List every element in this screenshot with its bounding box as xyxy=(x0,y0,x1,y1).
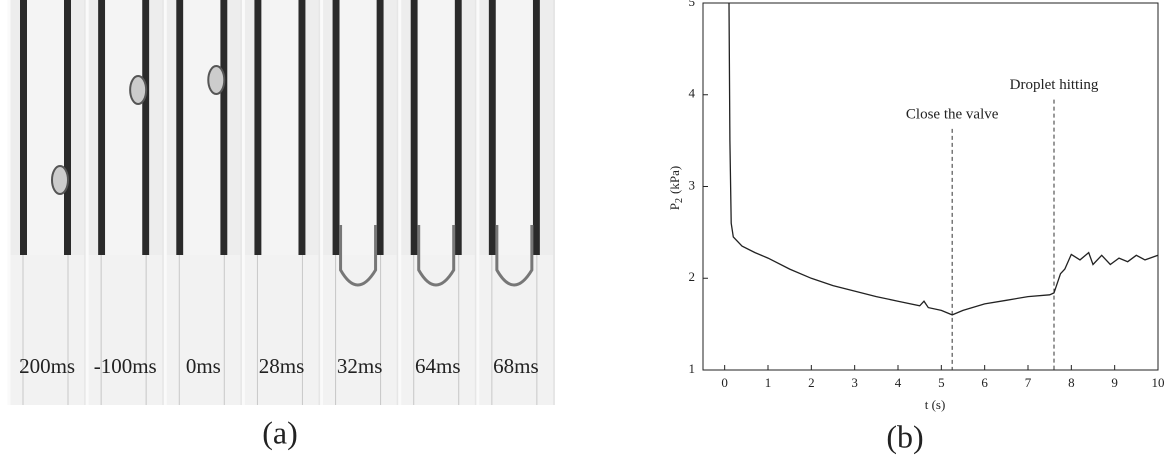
x-tick-label: 4 xyxy=(895,375,902,390)
panel-caption: (b) xyxy=(886,418,923,454)
tube-wall xyxy=(532,0,540,255)
y-axis-label: P2 (kPa) xyxy=(667,166,685,210)
tube-inner xyxy=(339,0,377,255)
y-tick-label: 2 xyxy=(689,269,696,284)
droplet xyxy=(207,65,226,95)
panel-caption: (a) xyxy=(262,414,298,450)
x-tick-label: 2 xyxy=(808,375,815,390)
tube-wall xyxy=(142,0,150,255)
tube-wall xyxy=(454,0,462,255)
x-tick-label: 7 xyxy=(1025,375,1032,390)
y-label-unit: (kPa) xyxy=(667,166,682,194)
tube-wall xyxy=(410,0,418,255)
frame-label: 32ms xyxy=(337,354,383,378)
frame-label: 64ms xyxy=(415,354,461,378)
frame-lower xyxy=(10,255,85,405)
tube-inner xyxy=(27,0,64,255)
tube-inner xyxy=(183,0,221,255)
tube-inner xyxy=(495,0,533,255)
droplet xyxy=(339,225,378,287)
y-tick-label: 3 xyxy=(689,177,696,192)
frame-label: 0ms xyxy=(186,354,221,378)
x-tick-label: 8 xyxy=(1068,375,1075,390)
x-tick-label: 10 xyxy=(1152,375,1165,390)
y-tick-label: 1 xyxy=(689,361,696,376)
tube-wall xyxy=(332,0,340,255)
line-series xyxy=(728,2,1159,316)
frame-lower xyxy=(478,255,553,405)
tube-wall xyxy=(20,0,27,255)
frame-lower xyxy=(322,255,397,405)
annotation: Close the valve xyxy=(906,106,999,122)
tube-wall xyxy=(376,0,384,255)
y-label-main: P xyxy=(667,203,682,210)
droplet xyxy=(129,75,148,105)
x-tick-label: 5 xyxy=(938,375,945,390)
x-tick-label: 0 xyxy=(721,375,728,390)
tube-wall xyxy=(64,0,71,255)
tube-wall xyxy=(176,0,184,255)
tube-inner xyxy=(105,0,143,255)
frame-lower xyxy=(244,255,319,405)
annotation: Droplet hitting xyxy=(1010,77,1099,93)
photo-panel: 200ms -100ms 0ms 28ms 32ms 64ms 68ms xyxy=(7,0,555,405)
droplet xyxy=(51,165,69,195)
frame-label: 200ms xyxy=(19,354,75,378)
frame-label: -100ms xyxy=(94,354,157,378)
x-axis-label: t (s) xyxy=(925,397,946,412)
x-tick-label: 3 xyxy=(851,375,858,390)
frame-label: 28ms xyxy=(259,354,305,378)
tube-wall xyxy=(488,0,496,255)
frame-lower xyxy=(88,255,163,405)
plot-frame xyxy=(702,2,1159,371)
x-tick-label: 9 xyxy=(1111,375,1118,390)
frame-lower xyxy=(400,255,475,405)
tube-inner xyxy=(261,0,299,255)
droplet xyxy=(495,225,534,287)
x-tick-label: 1 xyxy=(765,375,772,390)
tube-inner xyxy=(417,0,455,255)
tube-wall xyxy=(220,0,228,255)
tube-wall xyxy=(98,0,106,255)
tube-wall xyxy=(298,0,306,255)
x-tick-label: 6 xyxy=(981,375,988,390)
droplet xyxy=(417,225,456,287)
y-tick-label: 5 xyxy=(689,0,696,9)
tube-wall xyxy=(254,0,262,255)
frame-lower xyxy=(166,255,241,405)
frame-label: 68ms xyxy=(493,354,539,378)
y-tick-label: 4 xyxy=(689,86,696,101)
y-label-sub: 2 xyxy=(674,198,685,203)
